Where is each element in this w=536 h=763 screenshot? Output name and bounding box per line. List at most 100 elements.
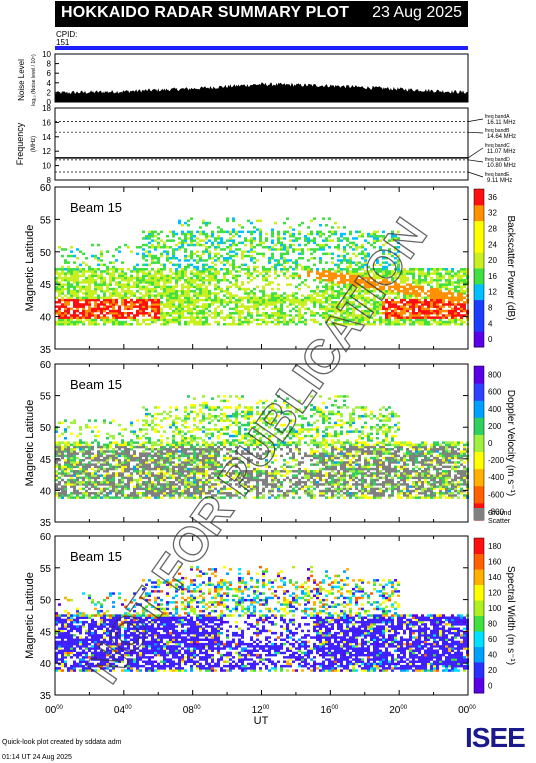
colorbar-segment — [474, 468, 484, 487]
freq-tick-label: 14 — [42, 133, 51, 142]
x-axis-label: UT — [254, 715, 269, 727]
colorbar-tick-label: -400 — [488, 473, 505, 482]
panel-1-ylabel: Magnetic Latitude — [24, 225, 36, 312]
colorbar-segment — [474, 189, 484, 206]
cpid-label: CPID: — [56, 30, 78, 39]
lat-tick-label: 45 — [40, 627, 52, 638]
colorbar-segment — [474, 383, 484, 401]
isee-logo: ISEE — [465, 722, 526, 754]
colorbar-segment — [474, 631, 484, 647]
time-tick-label: 0000 — [458, 705, 476, 716]
colorbar-frame — [473, 188, 485, 348]
time-tick-label: 1200 — [252, 705, 270, 716]
colorbar-segment — [474, 204, 484, 222]
colorbar-tick-label: -200 — [488, 456, 505, 465]
colorbar-tick-label: 20 — [488, 256, 497, 265]
ground-scatter-swatch — [474, 508, 484, 520]
lat-tick-label: 40 — [40, 486, 52, 497]
freq-band-leader — [467, 171, 484, 178]
lat-tick-label: 40 — [40, 659, 52, 670]
colorbar-segment — [474, 485, 484, 504]
colorbar-frame — [473, 537, 485, 694]
lat-tick-label: 45 — [40, 280, 52, 291]
lat-tick-label: 35 — [40, 345, 52, 356]
noise-ylabel-sub: log₁₀ (Noise level / 10⁵) — [31, 54, 37, 106]
time-tick-label: 0000 — [45, 705, 63, 716]
panel-1-data — [55, 187, 469, 349]
colorbar-segment — [474, 268, 484, 285]
colorbar-segment — [474, 315, 484, 332]
lat-tick-label: 35 — [40, 518, 52, 529]
freq-frame — [54, 107, 469, 181]
colorbar-tick-label: 20 — [488, 666, 497, 675]
colorbar-tick-label: 600 — [488, 388, 502, 397]
freq-ylabel: Frequency — [15, 122, 25, 165]
time-tick-label: 2000 — [389, 705, 407, 716]
lat-tick-label: 45 — [40, 455, 52, 466]
lat-tick-label: 50 — [40, 248, 52, 259]
freq-tick-label: 8 — [47, 176, 52, 185]
logo-text: ISEE — [465, 722, 526, 753]
colorbar-tick-label: 80 — [488, 619, 497, 628]
freq-band-label: freq bandA — [485, 114, 510, 120]
colorbar-tick-label: 120 — [488, 588, 502, 597]
ground-label: Ground — [488, 510, 511, 517]
lat-tick-label: 40 — [40, 313, 52, 324]
colorbar-tick-label: 0 — [488, 681, 493, 690]
colorbar-tick-label: 36 — [488, 193, 497, 202]
colorbar-tick-label: 180 — [488, 542, 502, 551]
colorbar-segment — [474, 615, 484, 632]
noise-tick-label: 10 — [42, 50, 51, 59]
colorbar-tick-label: 4 — [488, 319, 493, 328]
colorbar-tick-label: 40 — [488, 650, 497, 659]
noise-tick-label: 6 — [47, 69, 52, 78]
panel-2-ylabel: Magnetic Latitude — [24, 400, 36, 487]
noise-tick-label: 2 — [47, 88, 52, 97]
freq-band-leader — [467, 159, 484, 163]
time-tick-sup: 00 — [125, 705, 132, 711]
colorbar-segment — [474, 646, 484, 663]
lat-tick-label: 55 — [40, 215, 52, 226]
freq-ylabel-sub: (MHz) — [31, 136, 37, 152]
time-tick-label: 0400 — [114, 705, 132, 716]
freq-band-label: freq bandC — [485, 143, 510, 149]
colorbar-segment — [474, 662, 484, 678]
colorbar-tick-label: 24 — [488, 240, 497, 249]
freq-band-value: 10.80 MHz — [487, 163, 516, 169]
ground-label-2: Scatter — [488, 518, 511, 525]
lat-tick-label: 60 — [40, 360, 52, 371]
colorbar-segment — [474, 553, 484, 570]
credit-line-1: Quick-look plot created by sddata adm — [2, 739, 122, 746]
noise-tick-label: 0 — [47, 98, 52, 107]
credit-line-2: 01:14 UT 24 Aug 2025 — [2, 754, 72, 761]
colorbar-segment — [474, 569, 484, 585]
lat-tick-label: 55 — [40, 392, 52, 403]
lat-tick-label: 55 — [40, 564, 52, 575]
colorbar-segment — [474, 283, 484, 301]
colorbar-tick-label: 16 — [488, 272, 497, 281]
colorbar-tick-label: 0 — [488, 439, 493, 448]
lat-tick-label: 50 — [40, 596, 52, 607]
colorbar-segment — [474, 417, 484, 435]
panel-2-beam-label: Beam 15 — [70, 377, 122, 392]
colorbar-tick-label: 200 — [488, 422, 502, 431]
colorbar-segment — [474, 236, 484, 253]
freq-band-leader — [467, 147, 484, 159]
colorbar-tick-label: 60 — [488, 635, 497, 644]
colorbar-tick-label: 160 — [488, 557, 502, 566]
colorbar-segment — [474, 220, 484, 237]
freq-band-leader — [467, 118, 484, 122]
time-tick-label: 1600 — [320, 705, 338, 716]
lat-tick-label: 60 — [40, 532, 52, 543]
colorbar-segment — [474, 434, 484, 453]
colorbar-segment — [474, 400, 484, 418]
colorbar-tick-label: -800 — [488, 507, 505, 516]
freq-band-value: 14.64 MHz — [487, 134, 516, 140]
time-tick-sup: 00 — [194, 705, 201, 711]
freq-band-value: 9.11 MHz — [487, 178, 512, 184]
colorbar-tick-label: 0 — [488, 335, 493, 344]
freq-band-label: freq bandD — [485, 157, 510, 163]
freq-tick-label: 16 — [42, 118, 51, 127]
noise-tick-label: 4 — [47, 79, 52, 88]
